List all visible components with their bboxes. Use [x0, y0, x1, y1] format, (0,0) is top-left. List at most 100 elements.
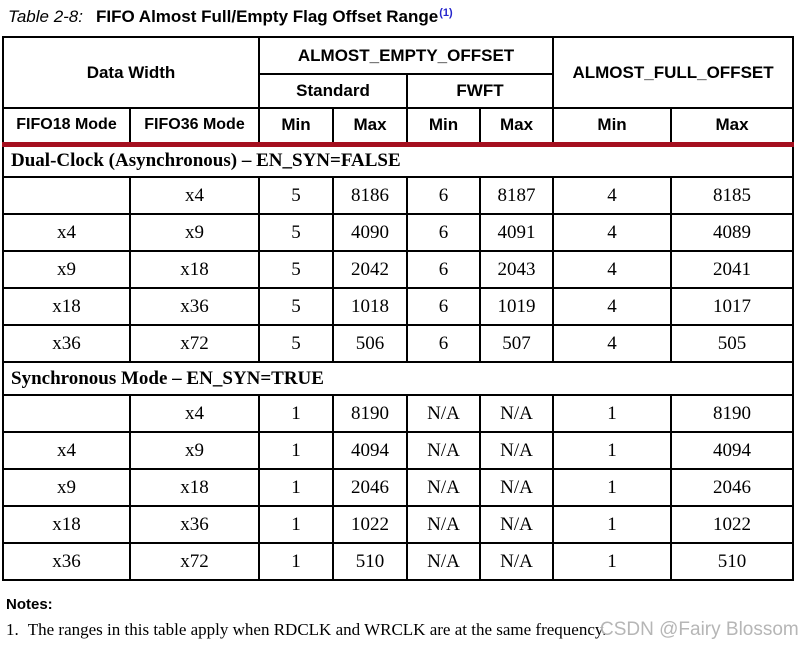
- table-cell: x72: [129, 324, 260, 363]
- table-cell: 1: [258, 468, 334, 507]
- table-body: Dual-Clock (Asynchronous) – EN_SYN=FALSE…: [1, 143, 795, 581]
- header-standard: Standard: [258, 73, 408, 109]
- table-cell: 4094: [670, 431, 795, 470]
- notes-heading: Notes:: [6, 596, 53, 613]
- table-cell: 4: [552, 324, 673, 363]
- table-cell: N/A: [406, 505, 481, 544]
- table-cell: 1: [258, 394, 334, 433]
- table-row: x18 x36 1 1022 N/A N/A 1 1022: [2, 505, 795, 544]
- table-cell: x36: [2, 324, 131, 363]
- table-cell: x18: [129, 250, 260, 289]
- table-caption: Table 2-8: FIFO Almost Full/Empty Flag Of…: [8, 7, 453, 27]
- header-fwft: FWFT: [405, 73, 555, 109]
- notes-section: Notes: 1. The ranges in this table apply …: [6, 596, 790, 640]
- note-item: 1. The ranges in this table apply when RD…: [6, 620, 790, 640]
- table-cell: N/A: [478, 468, 555, 507]
- table-cell: x72: [129, 542, 260, 581]
- table-cell: 510: [332, 542, 408, 581]
- table-cell: x4: [129, 176, 260, 215]
- header-almost-full-offset: ALMOST_FULL_OFFSET: [552, 36, 795, 109]
- table-cell: x9: [2, 468, 131, 507]
- header-fwft-max: Max: [478, 107, 555, 147]
- table-row: x4 x9 5 4090 6 4091 4 4089: [2, 213, 795, 252]
- table-cell: 1: [258, 431, 334, 470]
- table-cell: N/A: [478, 431, 555, 470]
- table-cell: 2043: [478, 250, 555, 289]
- table-cell: x9: [2, 250, 131, 289]
- header-full-min: Min: [552, 107, 673, 147]
- table-cell: 5: [258, 213, 334, 252]
- table-cell: 1: [258, 505, 334, 544]
- table-cell: N/A: [478, 542, 555, 581]
- table-cell: 6: [406, 287, 481, 326]
- table-cell: 4: [552, 250, 673, 289]
- table-row: x4 1 8190 N/A N/A 1 8190: [2, 394, 795, 433]
- footnote-reference-link[interactable]: (1): [439, 7, 453, 19]
- table-cell: 6: [406, 250, 481, 289]
- table-cell: x4: [2, 431, 131, 470]
- table-row: x4 5 8186 6 8187 4 8185: [2, 176, 795, 215]
- header-row-groups: Data Width ALMOST_EMPTY_OFFSET ALMOST_FU…: [2, 36, 795, 109]
- fifo-offset-table: Data Width ALMOST_EMPTY_OFFSET ALMOST_FU…: [1, 36, 795, 581]
- table-cell: N/A: [406, 468, 481, 507]
- table-cell: 4089: [670, 213, 795, 252]
- table-cell: 5: [258, 287, 334, 326]
- table-cell: 2046: [332, 468, 408, 507]
- header-standard-min: Min: [258, 107, 334, 147]
- table-row: x9 x18 1 2046 N/A N/A 1 2046: [2, 468, 795, 507]
- table-cell: 1019: [478, 287, 555, 326]
- table-cell: 2041: [670, 250, 795, 289]
- table-cell: x4: [2, 213, 131, 252]
- table-row: x4 x9 1 4094 N/A N/A 1 4094: [2, 431, 795, 470]
- table-cell: x36: [2, 542, 131, 581]
- table-cell: x9: [129, 431, 260, 470]
- header-fifo18-mode: FIFO18 Mode: [2, 107, 131, 147]
- header-fifo36-mode: FIFO36 Mode: [129, 107, 260, 147]
- note-text: The ranges in this table apply when RDCL…: [27, 620, 607, 639]
- table-cell: 1018: [332, 287, 408, 326]
- table-cell: 6: [406, 176, 481, 215]
- table-cell: 2042: [332, 250, 408, 289]
- table-cell: 507: [478, 324, 555, 363]
- table-cell: 1: [552, 542, 673, 581]
- section-header-row: Dual-Clock (Asynchronous) – EN_SYN=FALSE: [1, 143, 795, 178]
- table-cell: N/A: [406, 542, 481, 581]
- header-standard-max: Max: [332, 107, 408, 147]
- table-cell: 6: [406, 324, 481, 363]
- header-fwft-min: Min: [406, 107, 481, 147]
- table-cell: 1022: [332, 505, 408, 544]
- header-full-max: Max: [670, 107, 795, 147]
- table-cell: 1: [552, 394, 673, 433]
- table-cell: 8190: [670, 394, 795, 433]
- table-cell: x18: [2, 505, 131, 544]
- table-cell: x18: [129, 468, 260, 507]
- section-label: Dual-Clock (Asynchronous) – EN_SYN=FALSE: [1, 143, 795, 178]
- table-cell: 8185: [670, 176, 795, 215]
- table-cell: 4094: [332, 431, 408, 470]
- table-cell: N/A: [478, 394, 555, 433]
- table-cell: 505: [670, 324, 795, 363]
- header-row-columns: FIFO18 Mode FIFO36 Mode Min Max Min Max …: [2, 107, 795, 147]
- table-cell: x4: [129, 394, 260, 433]
- table-cell: 1022: [670, 505, 795, 544]
- table-cell: 5: [258, 176, 334, 215]
- table-cell: 5: [258, 324, 334, 363]
- table-cell: 4090: [332, 213, 408, 252]
- table-cell: 8190: [332, 394, 408, 433]
- table-cell: 2046: [670, 468, 795, 507]
- table-cell: 4: [552, 176, 673, 215]
- table-cell: 4: [552, 213, 673, 252]
- table-row: x18 x36 5 1018 6 1019 4 1017: [2, 287, 795, 326]
- table-row: x36 x72 5 506 6 507 4 505: [2, 324, 795, 363]
- table-cell: N/A: [406, 394, 481, 433]
- table-caption-label: Table 2-8:: [8, 7, 83, 26]
- table-cell: [2, 394, 131, 433]
- header-almost-empty-offset: ALMOST_EMPTY_OFFSET: [257, 36, 555, 75]
- table-row: x36 x72 1 510 N/A N/A 1 510: [2, 542, 795, 581]
- section-label: Synchronous Mode – EN_SYN=TRUE: [1, 361, 795, 396]
- table-caption-text: FIFO Almost Full/Empty Flag Offset Range: [95, 7, 439, 26]
- header-row-subgroups: Standard FWFT: [3, 73, 793, 109]
- table-cell: 8187: [478, 176, 555, 215]
- table-cell: x36: [129, 505, 260, 544]
- header-data-width: Data Width: [2, 36, 260, 109]
